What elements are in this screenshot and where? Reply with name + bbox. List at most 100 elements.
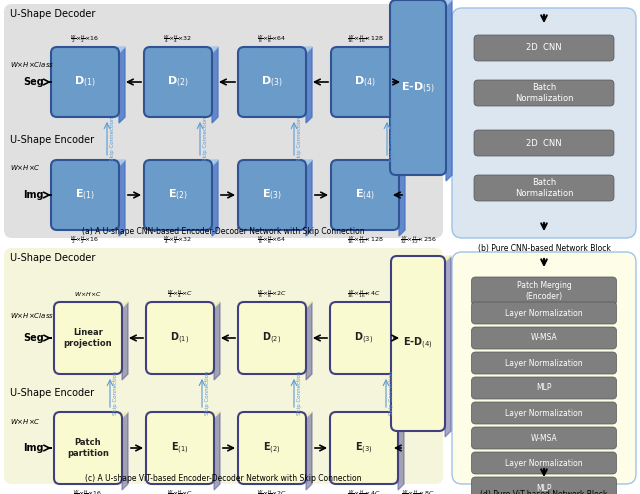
FancyBboxPatch shape [146, 412, 214, 484]
FancyBboxPatch shape [472, 427, 616, 449]
Polygon shape [306, 160, 312, 236]
Polygon shape [212, 160, 218, 236]
Polygon shape [330, 302, 404, 308]
Text: Patch Merging
(Encoder): Patch Merging (Encoder) [516, 281, 572, 301]
Text: E$_{(1)}$: E$_{(1)}$ [171, 440, 189, 455]
Polygon shape [391, 256, 451, 262]
Text: MLP: MLP [536, 383, 552, 393]
Text: Skip Connection: Skip Connection [297, 371, 302, 415]
Text: $\frac{W}{32}{\times}\frac{H}{32}{\times}256$: $\frac{W}{32}{\times}\frac{H}{32}{\times… [400, 234, 436, 246]
FancyBboxPatch shape [472, 302, 616, 324]
Text: (b) Pure CNN-based Network Block: (b) Pure CNN-based Network Block [477, 244, 611, 252]
FancyBboxPatch shape [474, 175, 614, 201]
Polygon shape [51, 47, 125, 53]
Polygon shape [306, 47, 312, 123]
Text: U-Shape Decoder: U-Shape Decoder [10, 9, 95, 19]
Text: U-Shape Decoder: U-Shape Decoder [10, 253, 95, 263]
Text: Layer Normalization: Layer Normalization [505, 308, 583, 318]
Text: E-D$_{(5)}$: E-D$_{(5)}$ [401, 81, 435, 95]
Text: E$_{(4)}$: E$_{(4)}$ [355, 188, 375, 202]
FancyBboxPatch shape [391, 256, 445, 431]
Text: $\frac{W}{16}{\times}\frac{H}{16}{\times}4C$: $\frac{W}{16}{\times}\frac{H}{16}{\times… [348, 488, 381, 494]
Text: 2D  CNN: 2D CNN [526, 138, 562, 148]
Polygon shape [212, 47, 218, 123]
Polygon shape [122, 412, 128, 490]
Text: Seg: Seg [23, 77, 44, 87]
Text: D$_{(4)}$: D$_{(4)}$ [354, 75, 376, 89]
Text: $\frac{W}{4}{\times}\frac{H}{4}{\times}16$: $\frac{W}{4}{\times}\frac{H}{4}{\times}1… [74, 488, 102, 494]
FancyBboxPatch shape [238, 412, 306, 484]
FancyBboxPatch shape [54, 302, 122, 374]
Text: D$_{(3)}$: D$_{(3)}$ [261, 75, 283, 89]
Text: $\frac{W}{32}{\times}\frac{H}{32}{\times}8C$: $\frac{W}{32}{\times}\frac{H}{32}{\times… [401, 488, 435, 494]
Text: $\frac{W}{16}{\times}\frac{H}{16}{\times}4C$: $\frac{W}{16}{\times}\frac{H}{16}{\times… [348, 288, 381, 300]
Polygon shape [398, 302, 404, 380]
FancyBboxPatch shape [144, 47, 212, 117]
Text: Skip Connection: Skip Connection [389, 371, 394, 415]
Polygon shape [214, 302, 220, 380]
FancyBboxPatch shape [54, 412, 122, 484]
FancyBboxPatch shape [238, 47, 306, 117]
FancyBboxPatch shape [452, 252, 636, 484]
Text: $\frac{W}{16}{\times}\frac{H}{16}{\times}128$: $\frac{W}{16}{\times}\frac{H}{16}{\times… [347, 234, 383, 246]
FancyBboxPatch shape [238, 302, 306, 374]
Text: Skip Connection: Skip Connection [390, 116, 395, 161]
Text: $\frac{W}{4}{\times}\frac{H}{4}{\times}32$: $\frac{W}{4}{\times}\frac{H}{4}{\times}3… [163, 33, 193, 45]
FancyBboxPatch shape [452, 8, 636, 238]
Text: D$_{(2)}$: D$_{(2)}$ [262, 330, 282, 346]
Polygon shape [144, 47, 218, 53]
Text: D$_{(1)}$: D$_{(1)}$ [74, 75, 96, 89]
FancyBboxPatch shape [390, 0, 446, 175]
FancyBboxPatch shape [51, 160, 119, 230]
Polygon shape [238, 47, 312, 53]
FancyBboxPatch shape [472, 402, 616, 424]
Text: $\frac{W}{2}{\times}\frac{H}{2}{\times}16$: $\frac{W}{2}{\times}\frac{H}{2}{\times}1… [70, 234, 100, 246]
FancyBboxPatch shape [472, 377, 616, 399]
Text: (a) A U-shape CNN-based Encoder-Decoder Network with Skip Connection: (a) A U-shape CNN-based Encoder-Decoder … [82, 228, 365, 237]
Text: Linear
projection: Linear projection [64, 329, 112, 348]
Polygon shape [122, 302, 128, 380]
FancyBboxPatch shape [474, 80, 614, 106]
FancyBboxPatch shape [330, 302, 398, 374]
Polygon shape [146, 412, 220, 418]
FancyBboxPatch shape [4, 248, 443, 484]
Polygon shape [398, 412, 404, 490]
FancyBboxPatch shape [330, 412, 398, 484]
Text: $\frac{W}{8}{\times}\frac{H}{8}{\times}2C$: $\frac{W}{8}{\times}\frac{H}{8}{\times}2… [257, 288, 287, 300]
Polygon shape [146, 302, 220, 308]
Polygon shape [306, 412, 312, 490]
Polygon shape [330, 412, 404, 418]
Text: (c) A U-shape ViT-based Encoder-Decoder Network with Skip Connection: (c) A U-shape ViT-based Encoder-Decoder … [85, 474, 362, 483]
Text: W-MSA: W-MSA [531, 333, 557, 342]
Text: E$_{(1)}$: E$_{(1)}$ [75, 188, 95, 202]
Text: (d) Pure ViT-based Network Block: (d) Pure ViT-based Network Block [480, 490, 608, 494]
Polygon shape [51, 160, 125, 166]
FancyBboxPatch shape [331, 47, 399, 117]
Polygon shape [399, 47, 405, 123]
Polygon shape [214, 412, 220, 490]
Polygon shape [390, 0, 452, 6]
FancyBboxPatch shape [51, 47, 119, 117]
Text: E$_{(2)}$: E$_{(2)}$ [263, 440, 281, 455]
Polygon shape [446, 0, 452, 181]
Text: MLP: MLP [536, 484, 552, 493]
Text: W-MSA: W-MSA [531, 434, 557, 443]
FancyBboxPatch shape [472, 452, 616, 474]
FancyBboxPatch shape [238, 160, 306, 230]
Text: U-Shape Encoder: U-Shape Encoder [10, 388, 94, 398]
Polygon shape [238, 160, 312, 166]
Text: E$_{(2)}$: E$_{(2)}$ [168, 188, 188, 202]
Text: $\frac{W}{8}{\times}\frac{H}{8}{\times}64$: $\frac{W}{8}{\times}\frac{H}{8}{\times}6… [257, 234, 287, 246]
Text: Skip Connection: Skip Connection [205, 371, 210, 415]
Text: Patch
partition: Patch partition [67, 438, 109, 458]
Text: Layer Normalization: Layer Normalization [505, 409, 583, 417]
FancyBboxPatch shape [472, 277, 616, 305]
Polygon shape [119, 47, 125, 123]
Text: D$_{(3)}$: D$_{(3)}$ [355, 330, 374, 346]
Text: E$_{(3)}$: E$_{(3)}$ [262, 188, 282, 202]
Text: $\frac{W}{4}{\times}\frac{H}{4}{\times}C$: $\frac{W}{4}{\times}\frac{H}{4}{\times}C… [167, 488, 193, 494]
Text: Skip Connection: Skip Connection [203, 116, 208, 161]
Polygon shape [331, 47, 405, 53]
Text: Skip Connection: Skip Connection [110, 116, 115, 161]
FancyBboxPatch shape [472, 352, 616, 374]
